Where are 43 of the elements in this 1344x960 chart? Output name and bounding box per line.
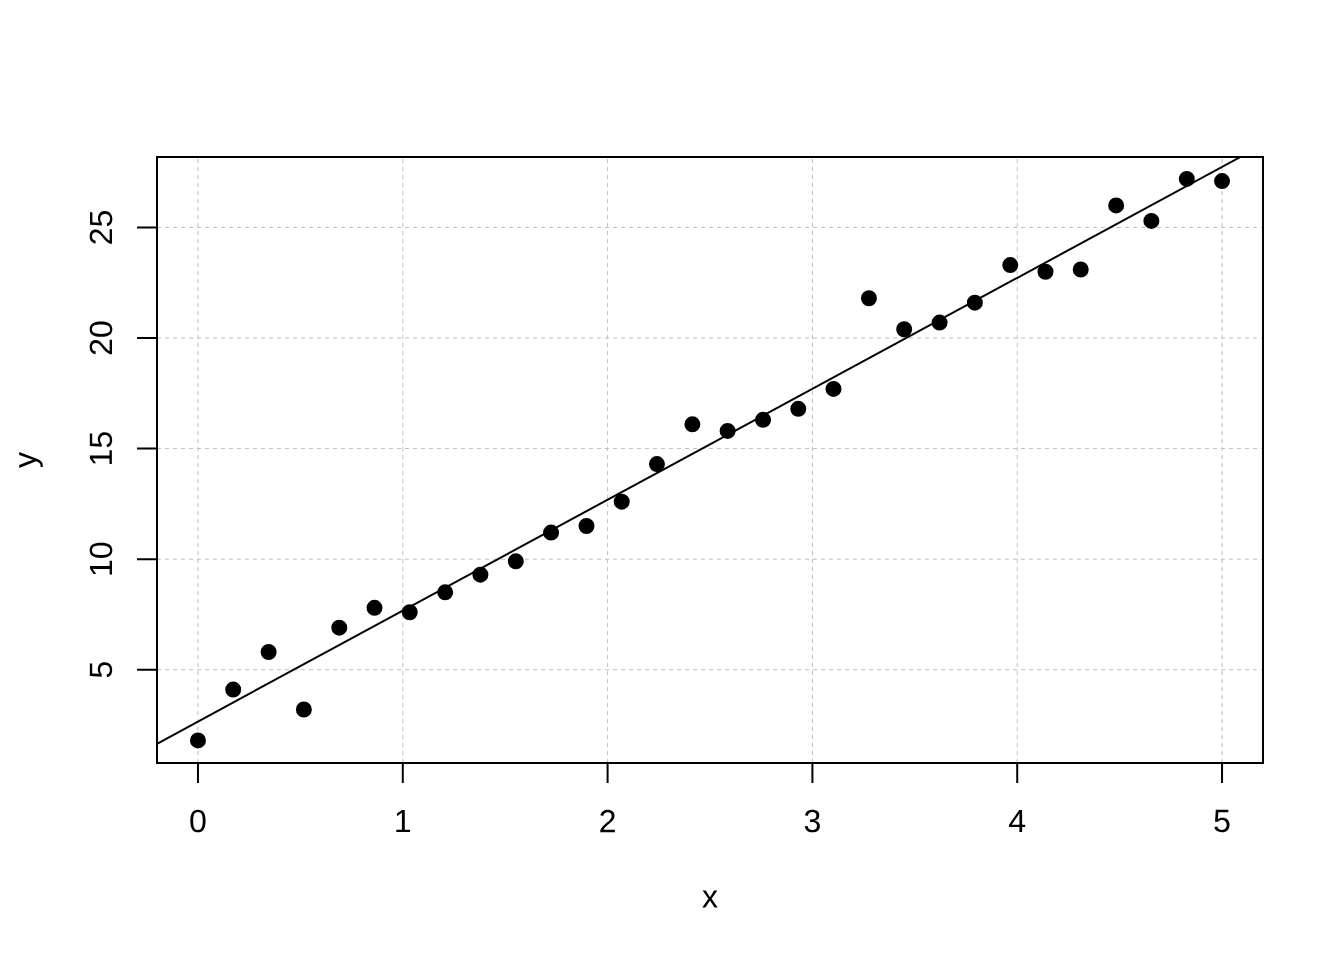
point — [1002, 257, 1019, 274]
point — [543, 524, 560, 541]
point — [755, 411, 772, 428]
point — [331, 619, 348, 636]
point — [1072, 261, 1089, 278]
point — [1214, 173, 1231, 190]
point — [613, 493, 630, 510]
point — [295, 701, 312, 718]
point — [1178, 170, 1195, 187]
point — [260, 644, 277, 661]
x-tick-label: 1 — [396, 809, 411, 833]
y-tick-label: 15 — [89, 432, 113, 464]
point — [790, 400, 807, 417]
point — [860, 290, 877, 307]
point — [507, 553, 524, 570]
point — [931, 314, 948, 331]
y-tick-label: 20 — [89, 321, 113, 355]
x-axis-title: x — [702, 890, 718, 908]
point — [896, 321, 913, 338]
x-tick-label: 4 — [1009, 809, 1026, 833]
point — [578, 517, 595, 534]
y-tick-label: 5 — [89, 662, 113, 678]
y-tick-label: 25 — [89, 211, 113, 244]
point — [719, 422, 736, 439]
point — [966, 294, 983, 311]
point — [684, 416, 701, 433]
point — [648, 456, 665, 473]
y-tick-label: 10 — [89, 542, 113, 575]
point — [1108, 197, 1125, 214]
point — [189, 732, 206, 749]
x-tick-label: 2 — [600, 809, 615, 833]
x-tick-label: 5 — [1214, 809, 1230, 833]
y-axis-title: y — [19, 452, 43, 468]
point — [401, 604, 418, 621]
point — [472, 566, 489, 583]
x-tick-label: 0 — [190, 809, 206, 833]
point — [366, 599, 383, 616]
point — [1143, 212, 1160, 229]
point — [1037, 263, 1054, 280]
point — [437, 584, 454, 601]
point — [225, 681, 242, 698]
point — [825, 380, 842, 397]
x-tick-label: 3 — [804, 809, 820, 833]
